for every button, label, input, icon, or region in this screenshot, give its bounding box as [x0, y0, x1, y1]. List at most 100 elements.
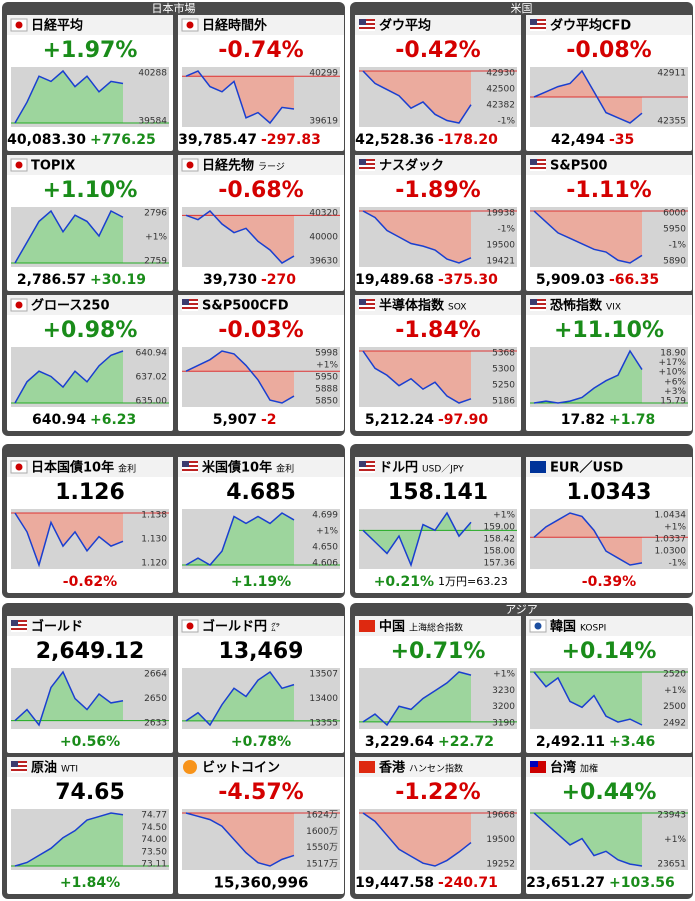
flag-icon: [181, 619, 199, 633]
axis-label: 18.90: [660, 349, 686, 359]
card-header: [178, 616, 344, 636]
flag-part: [182, 463, 198, 465]
axis-label: +1%: [316, 527, 338, 537]
panel-title: 日本市場: [152, 1, 196, 15]
flag-part: [359, 471, 375, 473]
headline: 13,469: [219, 639, 304, 664]
value: 42,528.36: [355, 132, 434, 148]
flag-part: [11, 761, 27, 763]
chart-area: [363, 351, 471, 403]
card-header: [7, 155, 173, 175]
flag-part: [359, 165, 375, 167]
axis-label: 5368: [492, 349, 515, 359]
price-line: [185, 210, 295, 264]
flag-part: [359, 299, 366, 305]
card-subtitle: USD／JPY: [422, 464, 464, 475]
axis-label: 23943: [657, 811, 686, 821]
price-line: [362, 511, 472, 568]
chart-area: [534, 211, 642, 263]
chart-area: [363, 211, 471, 263]
axis-label: 5250: [492, 381, 515, 391]
headline: +0.71%: [391, 639, 486, 664]
axis-label: 3190: [492, 719, 515, 729]
axis-label: 2664: [144, 670, 167, 680]
price-line: [14, 209, 124, 264]
flag-part: [359, 467, 375, 469]
flag-part: [359, 19, 366, 25]
axis-label: +1%: [664, 835, 686, 845]
axis-label: +17%: [658, 358, 686, 368]
flag-part: [182, 299, 198, 301]
card-name: ダウ平均: [379, 18, 431, 34]
card-header: [178, 15, 344, 35]
chart-area: [363, 513, 471, 565]
value: 19,489.68: [355, 272, 434, 288]
card-subtitle: 金利: [118, 463, 136, 475]
flag-part: [359, 465, 375, 467]
flag-icon: [530, 19, 546, 31]
axis-label: 2633: [144, 719, 167, 729]
chart-area: [186, 71, 294, 123]
axis-label: 74.00: [141, 835, 167, 845]
card-name: 中国: [379, 619, 405, 635]
axis-label: 157.36: [484, 559, 516, 569]
axis-label: +1%: [664, 523, 686, 533]
axis-label: 42930: [486, 69, 515, 79]
axis-label: 1.130: [141, 535, 167, 545]
change: +1.19%: [231, 574, 291, 590]
chart-area: [15, 71, 123, 123]
axis-label: 13507: [309, 670, 338, 680]
flag-part: [530, 307, 546, 309]
card-header: [355, 757, 521, 777]
flag-icon: [359, 299, 375, 311]
price-line: [14, 69, 124, 124]
axis-label: 39619: [309, 117, 338, 127]
flag-part: [15, 161, 23, 169]
flag-part: [182, 461, 189, 467]
value: 23,651.27: [526, 875, 605, 891]
value: 39,785.47: [178, 132, 257, 148]
flag-part: [530, 161, 546, 163]
flag-part: [530, 461, 546, 473]
headline: 1.0343: [567, 480, 652, 505]
flag-icon: [359, 620, 375, 632]
card-name: 日経平均: [31, 18, 83, 34]
axis-label: 5186: [492, 397, 515, 407]
flag-icon: [359, 461, 375, 473]
headline: -4.57%: [218, 780, 303, 805]
flag-part: [359, 27, 375, 29]
flag-part: [186, 161, 194, 169]
axis-label: 5300: [492, 365, 515, 375]
card-name: ダウ平均CFD: [550, 18, 631, 34]
flag-part: [359, 309, 375, 311]
flag-part: [11, 620, 18, 626]
flag-part: [359, 305, 375, 307]
chart-area: [363, 71, 471, 123]
axis-label: 2520: [663, 670, 686, 680]
axis-label: -1%: [668, 559, 686, 569]
price-line: [533, 812, 643, 867]
card-subtitle: ㌘: [271, 622, 280, 634]
flag-part: [182, 301, 198, 303]
chart-area: [186, 211, 294, 263]
card-header: [7, 616, 173, 636]
axis-label: 158.00: [484, 547, 516, 557]
flag-part: [530, 299, 546, 301]
axis-label: 42500: [486, 85, 515, 95]
card-header: [526, 15, 692, 35]
price-line: [185, 70, 295, 125]
card-subtitle: ラージ: [258, 162, 285, 173]
change: +6.23: [90, 412, 136, 428]
flag-part: [182, 467, 198, 469]
panel-title: 米国: [511, 2, 533, 15]
change: -97.90: [438, 412, 488, 428]
chart-area: [534, 513, 642, 565]
flag-icon: [529, 619, 547, 633]
change: +1.78: [609, 412, 655, 428]
flag-part: [11, 626, 27, 628]
axis-label: 73.11: [141, 860, 167, 870]
headline: -0.74%: [218, 38, 303, 63]
headline: 4.685: [226, 480, 296, 505]
note: 1万円=63.23: [438, 575, 508, 588]
